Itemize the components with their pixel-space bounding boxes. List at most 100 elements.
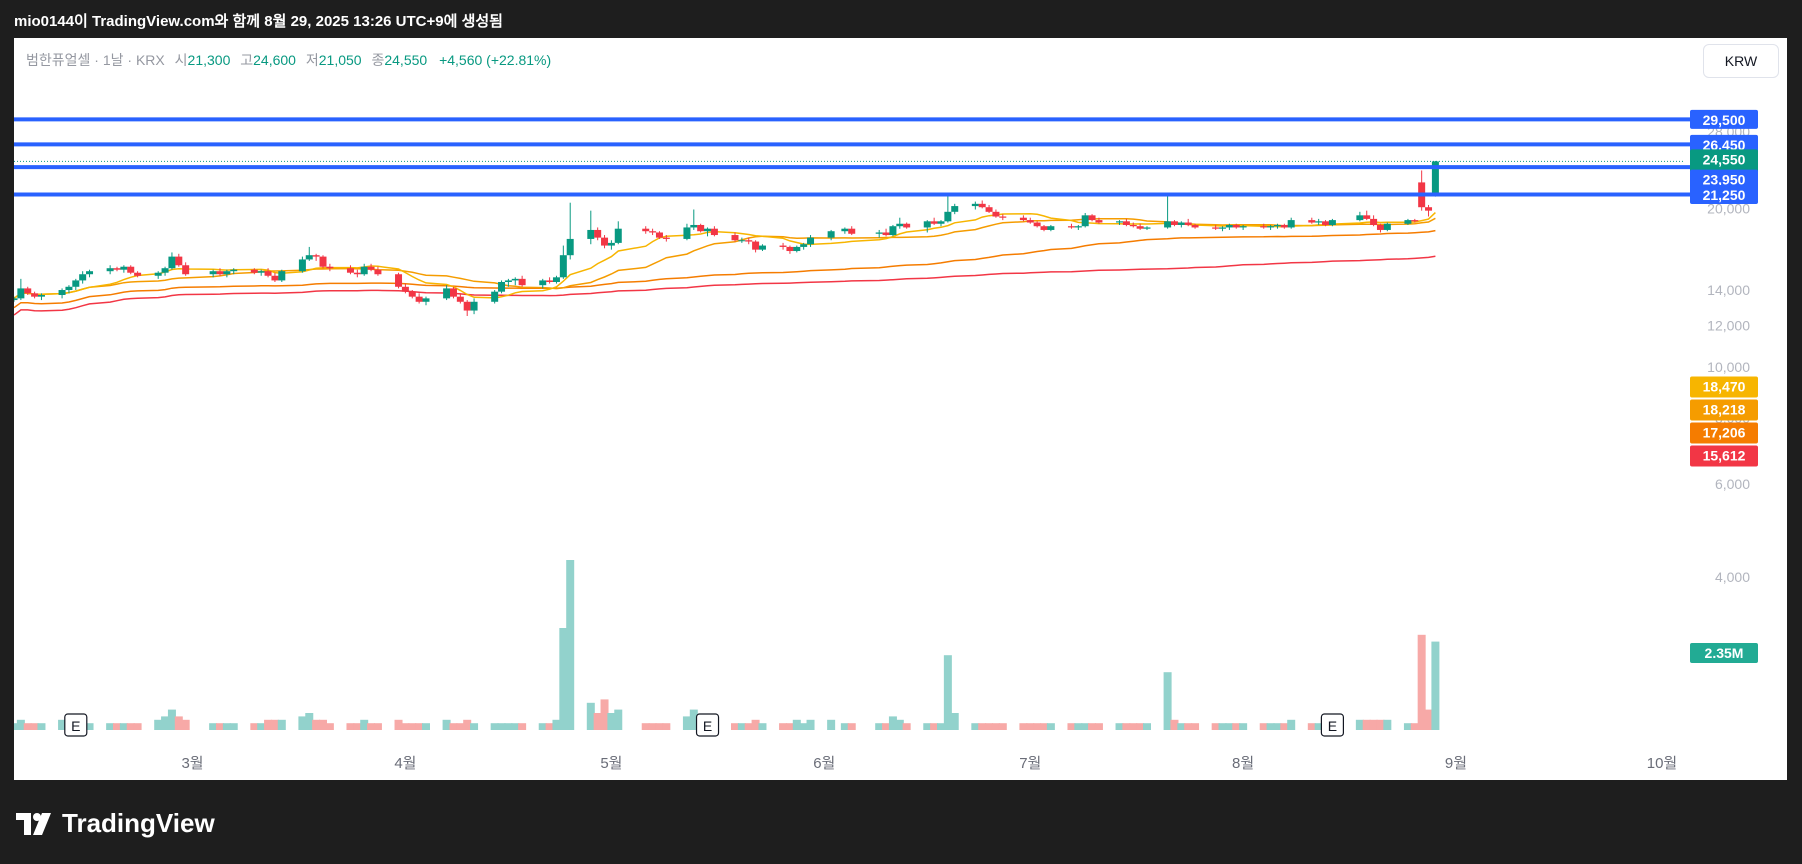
volume-bar	[552, 719, 561, 730]
candle-body	[175, 256, 183, 266]
high-value: 24,600	[253, 52, 296, 68]
candle-body	[889, 226, 897, 236]
volume-bar	[154, 719, 163, 730]
x-tick-label: 10월	[1647, 755, 1678, 772]
candle-body	[1184, 222, 1192, 225]
candle-body	[408, 291, 416, 297]
symbol-label[interactable]: 범한퓨얼셀 · 1날 · KRX	[26, 52, 165, 68]
candle-body	[1328, 220, 1336, 225]
volume-bar	[37, 723, 46, 730]
candle-body	[14, 298, 18, 301]
tradingview-logo[interactable]: TradingView	[16, 808, 215, 839]
candle-body	[37, 294, 45, 297]
candle-body	[1225, 224, 1233, 228]
volume-bar	[1163, 672, 1172, 730]
close-label: 종	[371, 52, 385, 68]
candle-body	[278, 271, 286, 281]
volume-bar	[1191, 723, 1200, 730]
volume-bar	[875, 723, 884, 730]
candle-body	[1212, 227, 1220, 229]
candle-body	[1088, 215, 1096, 221]
candlestick-chart[interactable]: 4,0006,0008,00010,00012,00014,00020,0002…	[14, 38, 1787, 780]
volume-bar	[1369, 719, 1378, 730]
earnings-marker[interactable]	[64, 713, 88, 737]
candle-body	[134, 272, 142, 276]
candle-body	[1047, 226, 1055, 230]
volume-bar	[923, 723, 932, 730]
candle-body	[1363, 215, 1371, 219]
volume-bar	[257, 723, 266, 730]
volume-bar	[1184, 723, 1193, 730]
open-label: 시	[174, 52, 188, 68]
candle-body	[504, 280, 512, 282]
volume-bar	[895, 719, 904, 730]
ma-line-long	[14, 255, 1436, 316]
volume-bar	[133, 723, 142, 730]
volume-bar	[586, 702, 595, 730]
candle-body	[539, 280, 547, 286]
candle-body	[79, 274, 87, 281]
volume-bar	[222, 723, 231, 730]
candle-body	[1219, 227, 1227, 229]
volume-bar	[1232, 723, 1241, 730]
candle-body	[395, 274, 403, 287]
candle-body	[1273, 224, 1281, 227]
volume-bar	[1239, 723, 1248, 730]
volume-bar	[449, 723, 458, 730]
candle-body	[463, 301, 471, 311]
earnings-marker[interactable]	[1320, 713, 1345, 737]
volume-bar	[1287, 719, 1296, 730]
volume-bar	[758, 723, 767, 730]
candle-body	[518, 278, 526, 286]
volume-bar	[456, 723, 465, 730]
x-tick-label: 9월	[1445, 755, 1467, 772]
candle-body	[65, 286, 73, 291]
volume-bar	[209, 723, 218, 730]
volume-bar	[971, 723, 980, 730]
candle-body	[841, 228, 849, 232]
currency-button[interactable]: KRW	[1703, 44, 1779, 78]
candle-body	[182, 265, 190, 275]
level-badge-21250-text: 21,250	[1703, 187, 1746, 203]
candle-body	[1164, 221, 1172, 228]
candle-body	[800, 244, 808, 247]
candle-body	[848, 228, 856, 234]
level-badge-26450	[1690, 134, 1758, 154]
candle-body	[1067, 226, 1075, 228]
volume-bar	[167, 709, 176, 730]
level-badge-29500-text: 29,500	[1703, 112, 1746, 128]
candle-body	[1356, 215, 1364, 221]
candle-body	[161, 268, 169, 273]
volume-bar	[1218, 723, 1227, 730]
volume-bar	[346, 723, 355, 730]
volume-bar	[229, 723, 238, 730]
volume-bar	[806, 719, 815, 730]
volume-bar	[504, 723, 513, 730]
volume-bar	[490, 723, 499, 730]
volume-bar	[1383, 719, 1392, 730]
level-badge-23950-text: 23,950	[1703, 172, 1746, 188]
volume-bar	[1355, 719, 1364, 730]
low-label: 저	[305, 52, 319, 68]
candle-body	[923, 221, 931, 228]
earnings-marker[interactable]	[695, 713, 720, 737]
volume-badge	[1690, 643, 1758, 663]
volume-bar	[106, 723, 115, 730]
candle-body	[374, 269, 382, 275]
volume-bar	[1266, 723, 1275, 730]
candle-body	[72, 280, 80, 287]
volume-bar	[1088, 723, 1097, 730]
candle-body	[1074, 226, 1082, 228]
volume-bar	[930, 723, 939, 730]
volume-bar	[792, 719, 801, 730]
volume-bar	[1170, 719, 1179, 730]
tradingview-logo-text: TradingView	[62, 808, 215, 838]
volume-badge-text: 2.35M	[1705, 645, 1744, 661]
candle-body	[250, 269, 258, 273]
volume-bar	[511, 723, 520, 730]
volume-bar	[1403, 723, 1412, 730]
level-badge-26450-text: 26,450	[1703, 137, 1746, 153]
candle-body	[367, 266, 375, 270]
candle-body	[31, 293, 39, 297]
volume-bar	[1129, 723, 1138, 730]
